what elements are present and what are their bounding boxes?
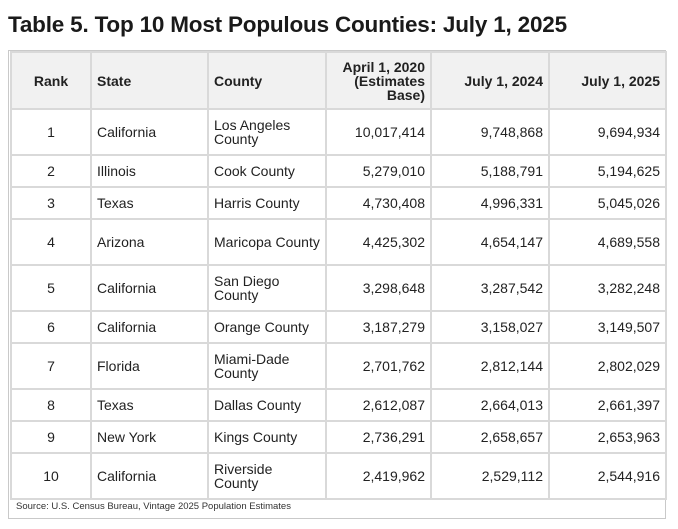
base-2020-cell: 10,017,414 <box>325 108 432 156</box>
rank-cell: 3 <box>10 186 92 220</box>
base-2020-cell: 4,425,302 <box>325 218 432 266</box>
state-cell: New York <box>90 420 209 454</box>
rank-cell: 2 <box>10 154 92 188</box>
base-2020-cell: 4,730,408 <box>325 186 432 220</box>
july-2024-cell: 4,654,147 <box>430 218 550 266</box>
july-2025-cell: 2,802,029 <box>548 342 667 390</box>
state-cell: Texas <box>90 186 209 220</box>
table-row: 6 California Orange County 3,187,279 3,1… <box>10 310 667 344</box>
county-cell: Los Angeles County <box>207 108 327 156</box>
rank-cell: 1 <box>10 108 92 156</box>
july-2024-cell: 2,529,112 <box>430 452 550 500</box>
table-row: 4 Arizona Maricopa County 4,425,302 4,65… <box>10 218 667 266</box>
column-header-july-2025: July 1, 2025 <box>548 51 667 110</box>
header-row: Rank State County April 1, 2020 (Estimat… <box>10 51 667 110</box>
july-2024-cell: 3,158,027 <box>430 310 550 344</box>
state-cell: California <box>90 452 209 500</box>
column-header-july-2024: July 1, 2024 <box>430 51 550 110</box>
july-2024-cell: 2,658,657 <box>430 420 550 454</box>
table-row: 2 Illinois Cook County 5,279,010 5,188,7… <box>10 154 667 188</box>
state-cell: California <box>90 108 209 156</box>
county-cell: Kings County <box>207 420 327 454</box>
source-note: Source: U.S. Census Bureau, Vintage 2025… <box>16 501 291 512</box>
table-row: 1 California Los Angeles County 10,017,4… <box>10 108 667 156</box>
state-cell: Florida <box>90 342 209 390</box>
county-cell: Cook County <box>207 154 327 188</box>
county-cell: San Diego County <box>207 264 327 312</box>
rank-cell: 7 <box>10 342 92 390</box>
july-2025-cell: 2,653,963 <box>548 420 667 454</box>
state-cell: Arizona <box>90 218 209 266</box>
rank-cell: 4 <box>10 218 92 266</box>
rank-cell: 10 <box>10 452 92 500</box>
july-2025-cell: 5,045,026 <box>548 186 667 220</box>
state-cell: Texas <box>90 388 209 422</box>
county-cell: Maricopa County <box>207 218 327 266</box>
july-2024-cell: 2,664,013 <box>430 388 550 422</box>
table-row: 3 Texas Harris County 4,730,408 4,996,33… <box>10 186 667 220</box>
rank-cell: 6 <box>10 310 92 344</box>
july-2024-cell: 5,188,791 <box>430 154 550 188</box>
counties-table: Rank State County April 1, 2020 (Estimat… <box>10 51 667 500</box>
base-2020-cell: 2,701,762 <box>325 342 432 390</box>
july-2025-cell: 3,282,248 <box>548 264 667 312</box>
base-2020-cell: 3,187,279 <box>325 310 432 344</box>
base-2020-cell: 2,736,291 <box>325 420 432 454</box>
july-2025-cell: 9,694,934 <box>548 108 667 156</box>
base-2020-cell: 2,419,962 <box>325 452 432 500</box>
county-cell: Miami-Dade County <box>207 342 327 390</box>
column-header-county: County <box>207 51 327 110</box>
table-row: 5 California San Diego County 3,298,648 … <box>10 264 667 312</box>
table-title: Table 5. Top 10 Most Populous Counties: … <box>8 12 567 37</box>
county-cell: Orange County <box>207 310 327 344</box>
county-cell: Harris County <box>207 186 327 220</box>
rank-cell: 9 <box>10 420 92 454</box>
state-cell: California <box>90 264 209 312</box>
base-2020-cell: 2,612,087 <box>325 388 432 422</box>
rank-cell: 8 <box>10 388 92 422</box>
column-header-state: State <box>90 51 209 110</box>
july-2025-cell: 4,689,558 <box>548 218 667 266</box>
july-2024-cell: 3,287,542 <box>430 264 550 312</box>
july-2025-cell: 2,661,397 <box>548 388 667 422</box>
table-row: 8 Texas Dallas County 2,612,087 2,664,01… <box>10 388 667 422</box>
base-2020-cell: 3,298,648 <box>325 264 432 312</box>
july-2025-cell: 2,544,916 <box>548 452 667 500</box>
july-2025-cell: 5,194,625 <box>548 154 667 188</box>
july-2024-cell: 9,748,868 <box>430 108 550 156</box>
base-2020-cell: 5,279,010 <box>325 154 432 188</box>
july-2025-cell: 3,149,507 <box>548 310 667 344</box>
table-row: 9 New York Kings County 2,736,291 2,658,… <box>10 420 667 454</box>
county-cell: Riverside County <box>207 452 327 500</box>
table-row: 10 California Riverside County 2,419,962… <box>10 452 667 500</box>
column-header-rank: Rank <box>10 51 92 110</box>
july-2024-cell: 2,812,144 <box>430 342 550 390</box>
state-cell: California <box>90 310 209 344</box>
column-header-base-2020: April 1, 2020 (Estimates Base) <box>325 51 432 110</box>
state-cell: Illinois <box>90 154 209 188</box>
july-2024-cell: 4,996,331 <box>430 186 550 220</box>
county-cell: Dallas County <box>207 388 327 422</box>
table-row: 7 Florida Miami-Dade County 2,701,762 2,… <box>10 342 667 390</box>
rank-cell: 5 <box>10 264 92 312</box>
